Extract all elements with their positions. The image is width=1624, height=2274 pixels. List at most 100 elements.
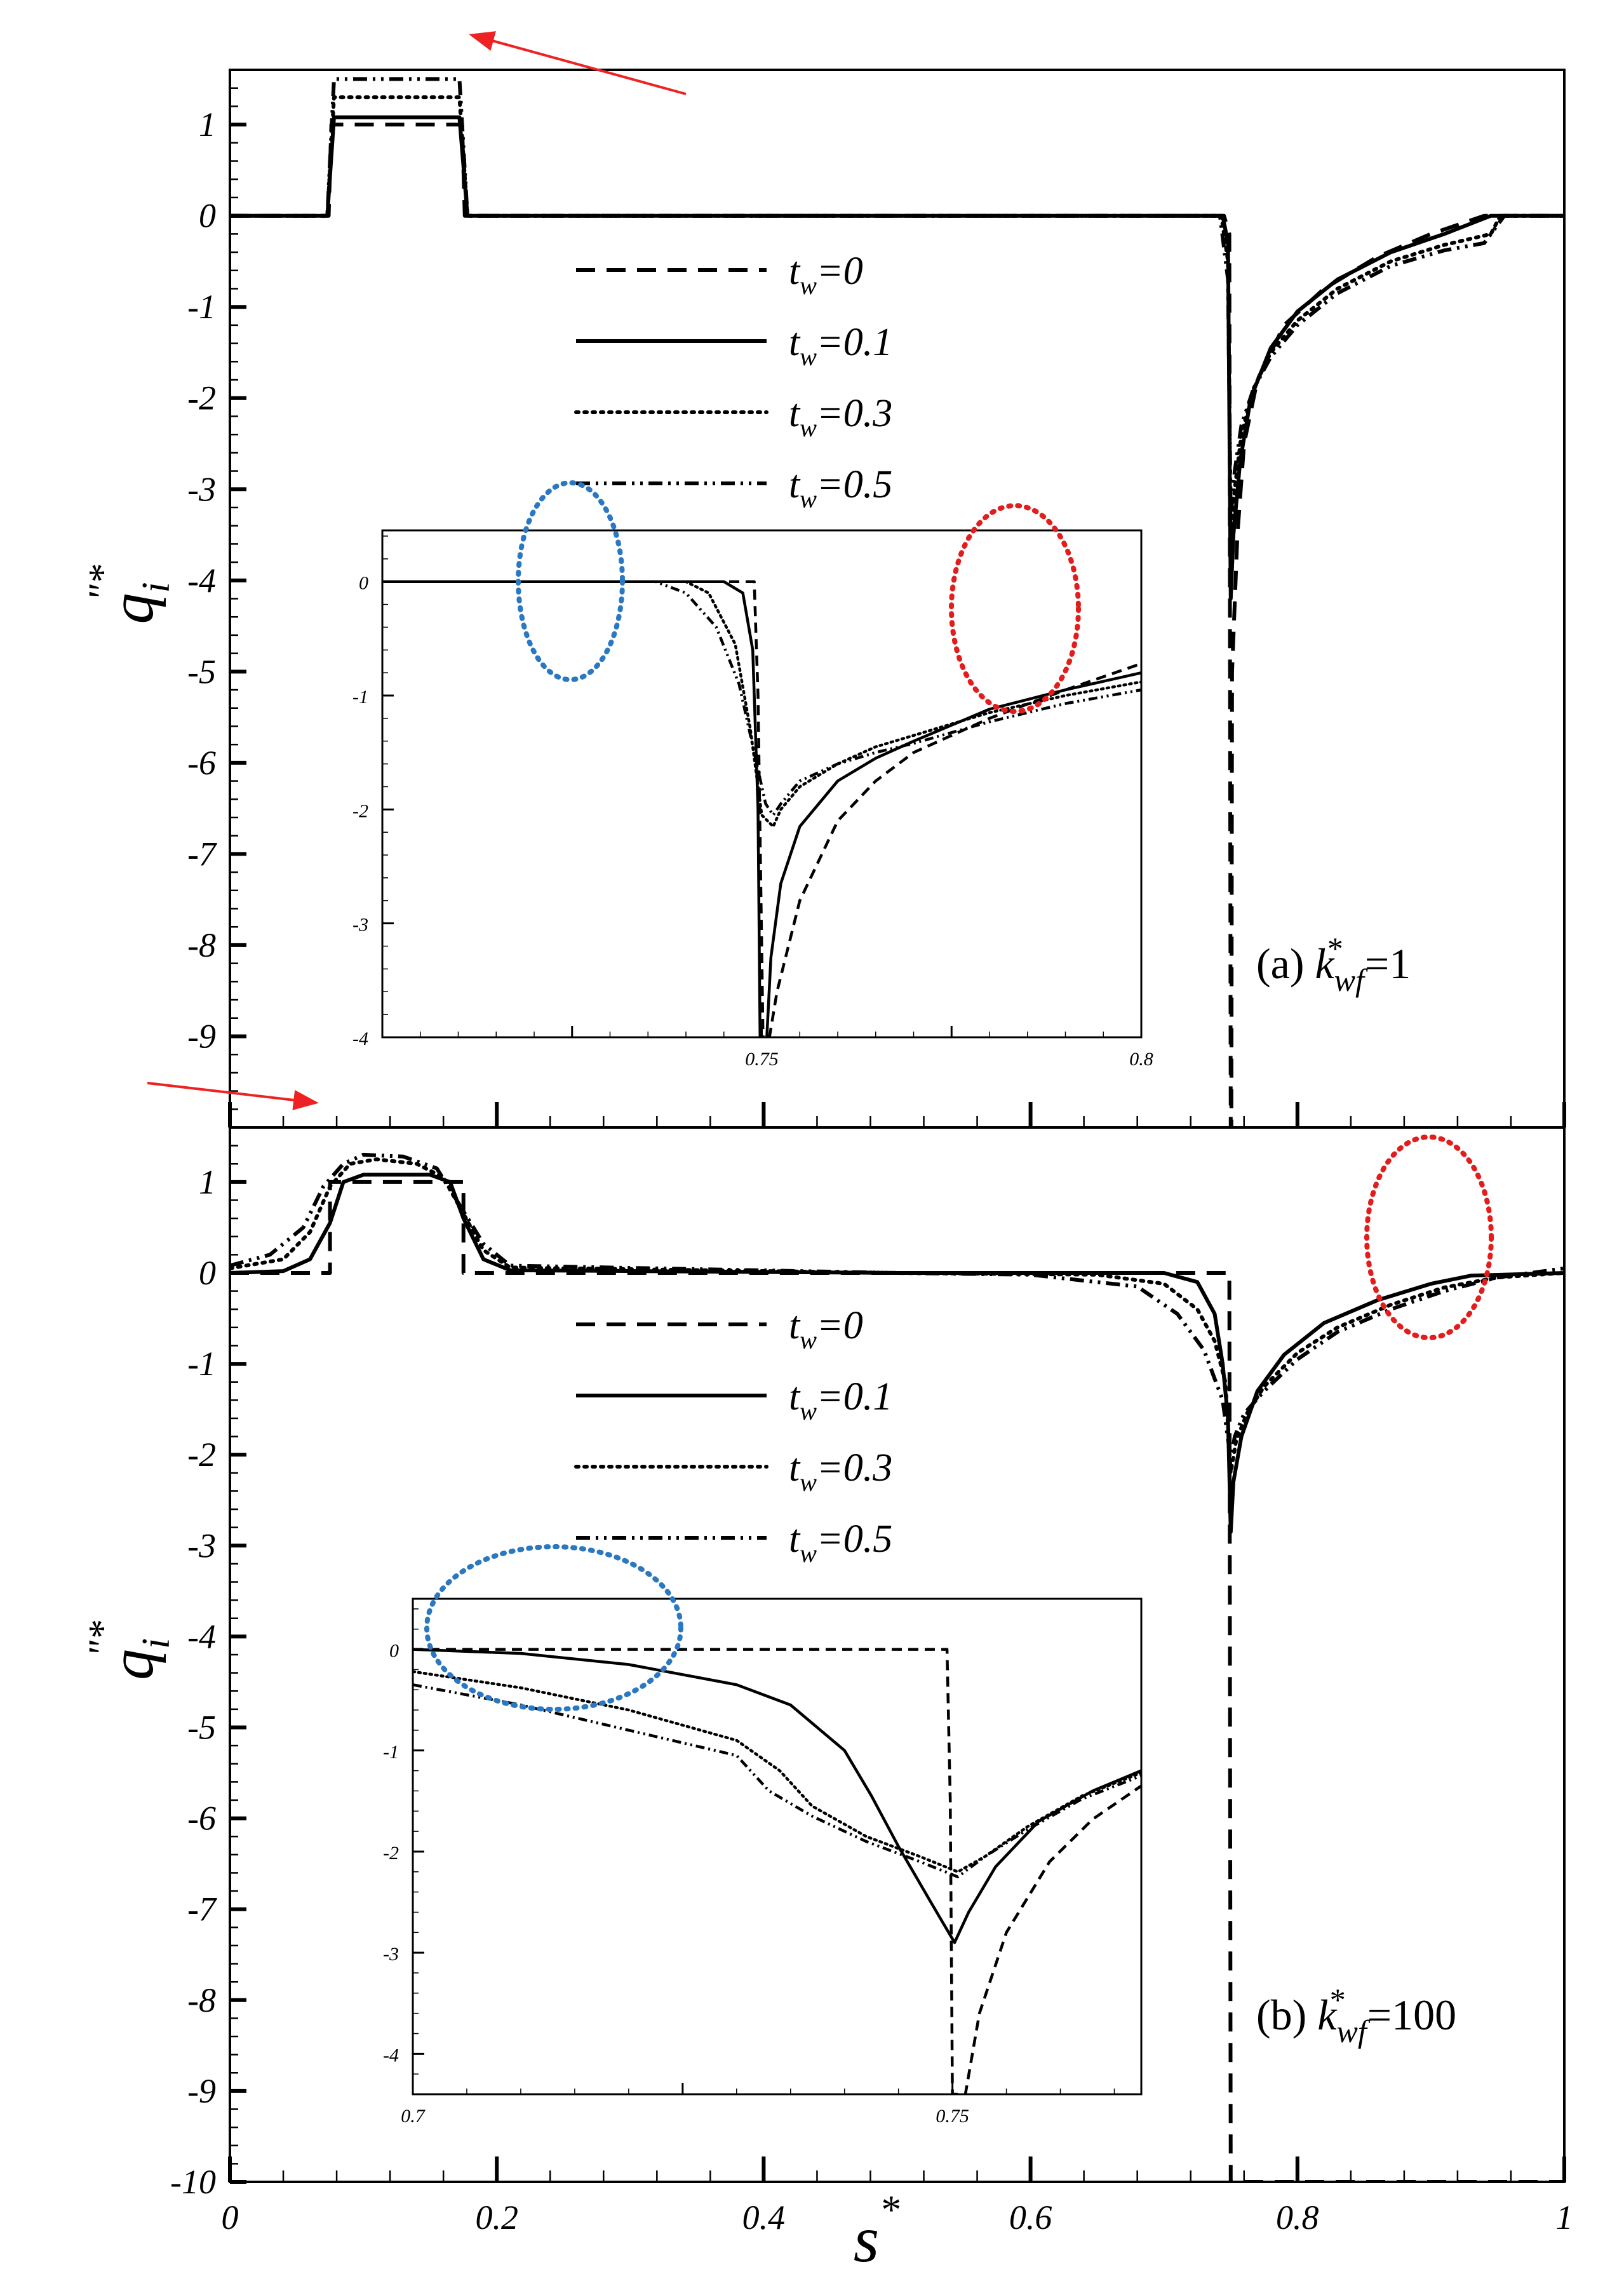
x-tick-label: 0.6	[1009, 2198, 1052, 2237]
inset-y-tick-label: -4	[352, 1028, 368, 1049]
y-tick-label: -7	[187, 835, 217, 873]
x-axis-base: s	[854, 2203, 879, 2274]
panel-prefix: (b)	[1256, 1991, 1317, 2039]
red-arrow-annotation	[469, 31, 687, 95]
y-tick-label: -5	[187, 1708, 216, 1746]
inset-x-tick-label: 0.7	[401, 2106, 426, 2127]
legend-rest: =0.3	[817, 392, 892, 435]
x-tick-label: 0	[222, 2198, 239, 2237]
inset-series-t-w-0	[382, 580, 1141, 1037]
inset-series-t-w-0	[413, 1648, 1141, 2094]
legend-label: tw=0	[789, 250, 863, 300]
panel-k: k	[1315, 939, 1335, 988]
y-tick-label: -2	[187, 379, 216, 417]
series-t-w-0-3	[230, 1157, 1564, 1475]
y-tick-label: -4	[187, 1617, 216, 1655]
inset-series-t-w-0-3	[382, 580, 1141, 828]
panel-value: =100	[1367, 1991, 1456, 2039]
y-tick-label: 0	[199, 197, 216, 235]
legend-sub: w	[800, 342, 817, 371]
panel-value: =1	[1365, 939, 1411, 988]
inset-x-tick-label: 0.75	[936, 2106, 969, 2127]
legend-sub: w	[800, 271, 817, 300]
red-arrow-annotation	[147, 1082, 319, 1110]
y-tick-label: -1	[187, 288, 216, 326]
y-axis-title: qi "*	[81, 565, 178, 624]
legend-label: tw=0.3	[789, 392, 892, 442]
inset: 0 -1 -2 -3 -4 0.75 0.8	[352, 529, 1153, 1070]
series-t-w-0-5	[230, 77, 1564, 519]
y-axis-base: q	[98, 1649, 166, 1680]
x-tick-label: 0.8	[1276, 2198, 1319, 2237]
inset-frame	[412, 1598, 1143, 2096]
y-tick-label: -6	[187, 1800, 216, 1838]
legend-rest: =0.5	[817, 463, 892, 506]
panel-a: 10-1-2-3-4-5-6-7-8-9qi"*tw=0tw=0.1tw=0.3…	[81, 31, 1566, 1129]
y-tick-label: -3	[187, 470, 216, 508]
y-axis-title: qi "*	[81, 1621, 178, 1680]
inset-y-tick-label: 0	[389, 1641, 399, 1662]
series-t-w-0-1	[230, 115, 1564, 601]
x-tick-label: 0.2	[475, 2198, 518, 2237]
inset-y-tick-label: 0	[359, 573, 368, 594]
y-axis-sub: i	[135, 1638, 178, 1649]
legend-sub: w	[800, 414, 817, 442]
inset-y-tick-label: -1	[383, 1742, 399, 1763]
x-tick-label: 0.4	[742, 2198, 786, 2237]
inset-x-tick-label: 0.75	[745, 1049, 779, 1070]
y-tick-label: -5	[187, 652, 216, 690]
inset-x-tick-label: 0.8	[1129, 1049, 1153, 1070]
panel-prefix: (a)	[1256, 939, 1315, 988]
x-tick-label: 1	[1556, 2198, 1573, 2237]
inset-y-tick-label: -3	[352, 915, 368, 936]
y-tick-label: -2	[187, 1436, 216, 1474]
legend-label: tw=0.5	[789, 1517, 892, 1568]
y-tick-label: -4	[187, 562, 216, 600]
legend-base: t	[789, 463, 801, 506]
legend-base: t	[789, 1446, 801, 1490]
y-tick-label: -1	[187, 1345, 216, 1383]
x-axis-sup: *	[879, 2187, 899, 2232]
series-t-w-0	[230, 1180, 1564, 2182]
inset-y-tick-label: -1	[352, 687, 368, 708]
panel-sub: wf	[1334, 962, 1368, 998]
y-tick-label: -10	[170, 2163, 216, 2201]
inset-series-t-w-0-5	[382, 580, 1141, 817]
inset-series-t-w-0-3	[413, 1670, 1141, 1874]
panel-sup: *	[1327, 931, 1343, 966]
inset-y-tick-label: -2	[383, 1843, 399, 1864]
series-t-w-0-3	[230, 95, 1564, 546]
legend-sub: w	[800, 1326, 817, 1354]
legend-rest: =0.1	[817, 1375, 892, 1418]
y-tick-label: -7	[187, 1890, 217, 1928]
panel-label: (a) kwf* =1	[1256, 931, 1411, 998]
panel-label: (b) kwf* =100	[1256, 1982, 1456, 2049]
legend-label: tw=0.1	[789, 321, 892, 371]
inset-y-tick-label: -4	[383, 2045, 399, 2066]
legend-rest: =0	[817, 1304, 863, 1347]
legend-base: t	[789, 392, 801, 435]
legend-rest: =0.1	[817, 321, 892, 364]
legend-rest: =0	[817, 250, 863, 293]
panel-k: k	[1317, 1991, 1338, 2039]
panel-sup: *	[1330, 1982, 1346, 2017]
blue-ellipse-annotation	[424, 1544, 683, 1712]
inset-y-tick-label: -3	[383, 1944, 399, 1965]
y-axis-sup: "*	[81, 1621, 124, 1657]
y-tick-label: 0	[199, 1254, 216, 1292]
panel-b: 10-1-2-3-4-5-6-7-8-9-100 0.2 0.4 0.6 0.8 1qi"…	[81, 1126, 1573, 2274]
legend-label: tw=0.1	[789, 1375, 892, 1425]
inset-series-t-w-0-5	[413, 1683, 1141, 1879]
legend-sub: w	[800, 485, 817, 513]
legend-base: t	[789, 1304, 801, 1347]
y-axis-base: q	[98, 593, 166, 624]
y-tick-label: 1	[199, 105, 216, 144]
legend-rest: =0.5	[817, 1517, 892, 1561]
legend-label: tw=0.5	[789, 463, 892, 513]
blue-ellipse-annotation	[516, 480, 625, 682]
legend-label: tw=0	[789, 1304, 863, 1354]
y-tick-label: -3	[187, 1526, 216, 1564]
legend-label: tw=0.3	[789, 1446, 892, 1497]
series-t-w-0-1	[230, 1173, 1564, 1534]
